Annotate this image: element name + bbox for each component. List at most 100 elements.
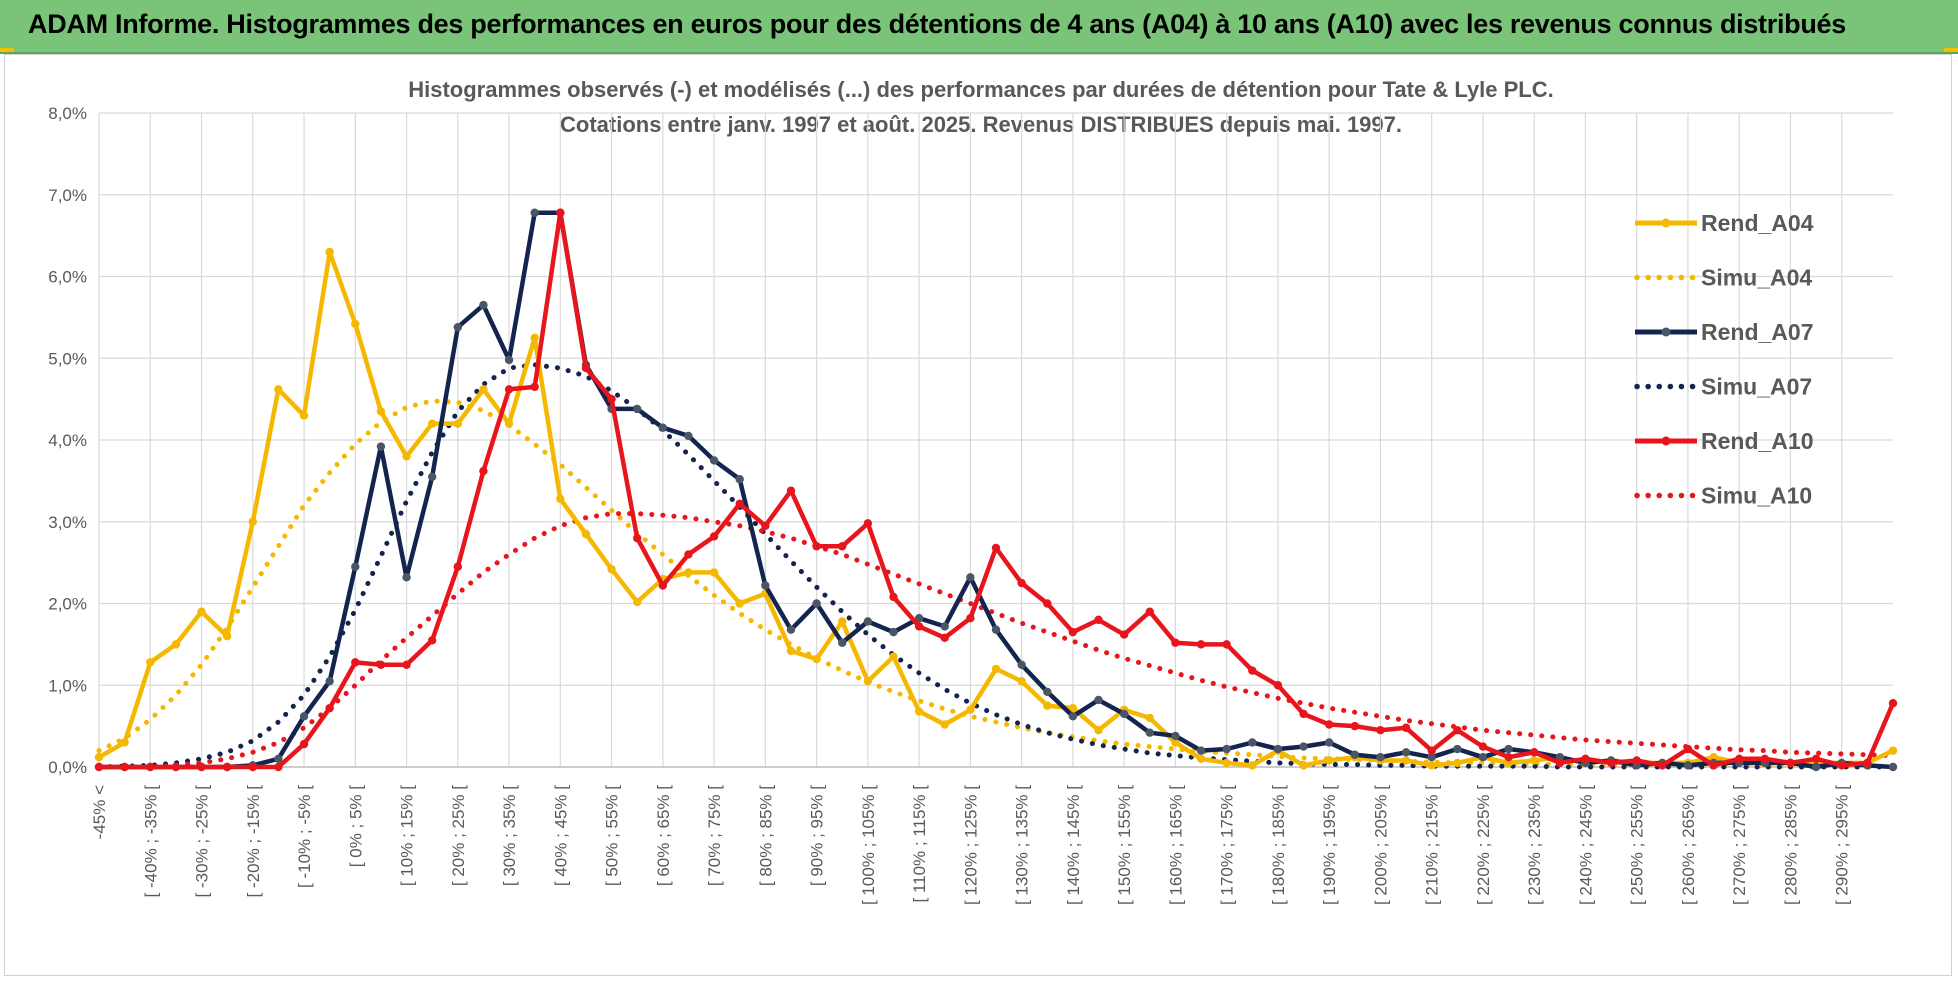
x-tick-label: [ 270% ; 275% [ (1730, 785, 1749, 905)
data-point (863, 519, 873, 528)
data-point (1119, 709, 1129, 719)
data-point (1427, 746, 1436, 755)
x-tick-label: [ 80% ; 85% [ (756, 785, 775, 886)
corner-marker-left (0, 48, 14, 52)
data-point (812, 654, 821, 664)
data-point (402, 452, 411, 461)
data-point (479, 385, 488, 394)
series-line (96, 398, 1896, 769)
data-point (1196, 746, 1206, 755)
data-point (402, 660, 411, 670)
x-tick-label: [ 30% ; 35% [ (500, 785, 519, 886)
data-point (1299, 742, 1308, 751)
x-tick-label: [ 170% ; 175% [ (1218, 785, 1237, 905)
corner-marker-right (1944, 48, 1958, 52)
legend-item-Rend_A04: Rend_A04 (1635, 210, 1814, 236)
data-point (1094, 695, 1103, 705)
x-tick-label: [ 220% ; 225% [ (1474, 785, 1493, 905)
legend-label: Simu_A04 (1701, 265, 1812, 291)
chart-frame: Histogrammes observés (-) et modélisés (… (4, 54, 1952, 976)
data-point (1760, 754, 1770, 764)
y-tick-label: 1,0% (48, 676, 87, 695)
y-tick-label: 3,0% (48, 513, 87, 532)
data-point (786, 646, 796, 656)
x-tick-label: [ 240% ; 245% [ (1576, 785, 1595, 905)
x-tick-label: [ 140% ; 145% [ (1064, 785, 1083, 905)
data-point (556, 494, 565, 504)
data-point (248, 517, 257, 526)
x-tick-label: [ 20% ; 25% [ (449, 785, 468, 886)
data-point (556, 208, 565, 217)
data-point (1401, 723, 1411, 732)
legend-label: Simu_A07 (1701, 374, 1812, 400)
data-point (1735, 754, 1744, 764)
data-point (94, 762, 104, 772)
series-Rend_A10 (94, 208, 1898, 772)
data-point (351, 319, 360, 329)
data-point (1504, 752, 1513, 762)
data-point (1350, 750, 1360, 759)
data-point (1324, 756, 1334, 765)
data-point (1222, 758, 1231, 768)
x-tick-label: [ 230% ; 235% [ (1525, 785, 1544, 905)
data-point (1324, 738, 1334, 747)
legend-marker (1661, 327, 1671, 337)
data-point (171, 640, 181, 649)
x-tick-label: [ 10% ; 15% [ (398, 785, 417, 886)
data-point (530, 382, 539, 392)
series-Rend_A07 (94, 208, 1898, 772)
data-point (1530, 748, 1539, 757)
x-tick-label: [ 250% ; 255% [ (1628, 785, 1647, 905)
data-point (1709, 761, 1718, 770)
data-point (427, 636, 437, 645)
data-point (479, 300, 488, 310)
x-tick-label: -45% < (90, 785, 109, 839)
x-axis: -45% < [ -40% ; -35% [[ -30% ; -25% [[ -2… (90, 766, 1893, 905)
data-point (1478, 752, 1488, 762)
series-layer (94, 208, 1898, 772)
data-point (1888, 762, 1898, 772)
data-point (1248, 666, 1257, 675)
legend-label: Rend_A10 (1701, 428, 1813, 454)
data-point (1171, 731, 1180, 741)
x-tick-label: [ 180% ; 185% [ (1269, 785, 1288, 905)
data-point (658, 423, 668, 432)
data-point (1786, 758, 1795, 768)
data-point (504, 419, 514, 428)
series-Rend_A04 (94, 247, 1898, 770)
data-point (1248, 761, 1257, 770)
data-point (1453, 758, 1462, 768)
data-point (1453, 726, 1462, 735)
legend-marker (1661, 436, 1671, 446)
x-tick-label: [ 280% ; 285% [ (1781, 785, 1800, 905)
x-tick-label: [ 120% ; 125% [ (961, 785, 980, 905)
data-point (146, 658, 155, 667)
data-point (786, 625, 796, 634)
data-point (709, 532, 719, 541)
data-point (1043, 687, 1052, 696)
data-point (966, 573, 975, 582)
y-tick-label: 8,0% (48, 104, 87, 123)
data-point (1427, 761, 1436, 770)
data-point (863, 676, 873, 686)
legend-item-Simu_A07: Simu_A07 (1634, 374, 1812, 400)
x-tick-label: [ 100% ; 105% [ (859, 785, 878, 905)
data-point (504, 385, 514, 394)
data-point (1837, 761, 1846, 770)
data-point (1863, 758, 1872, 768)
data-point (1530, 756, 1539, 765)
data-point (633, 597, 642, 607)
data-point (709, 456, 719, 465)
data-point (684, 550, 693, 559)
data-point (1888, 746, 1898, 755)
data-point (453, 419, 462, 428)
data-point (325, 676, 334, 686)
data-point (684, 568, 693, 577)
data-point (325, 247, 334, 257)
data-point (761, 581, 770, 590)
data-point (786, 486, 796, 495)
data-point (1658, 761, 1667, 770)
data-point (1401, 748, 1411, 757)
data-point (863, 617, 873, 626)
data-point (838, 542, 847, 551)
